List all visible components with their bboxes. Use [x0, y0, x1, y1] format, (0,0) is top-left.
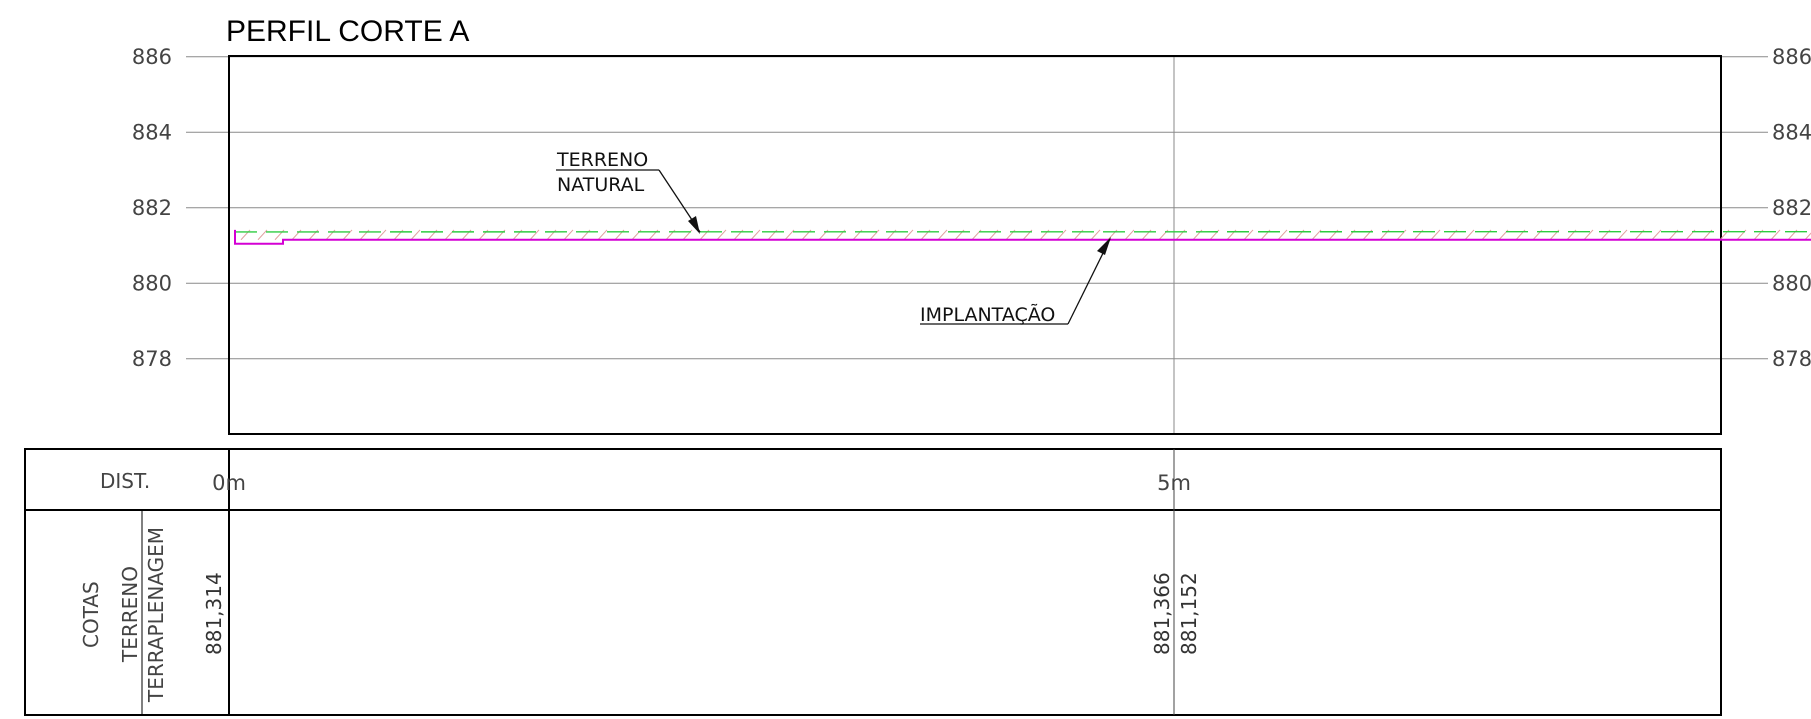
hatch-mark — [869, 229, 880, 241]
hatch-mark — [1464, 229, 1475, 241]
elevation-label-right: 882 — [1772, 196, 1811, 220]
cota-terraplenagem: 881,314 — [202, 572, 226, 655]
elevation-label-right: 878 — [1772, 347, 1811, 371]
profile-table: DIST. COTAS TERRENO TERRAPLENAGEM 0m 881,… — [24, 448, 1722, 716]
implantacao-label: IMPLANTAÇÃO — [920, 303, 1055, 326]
terraplenagem-header: TERRAPLENAGEM — [144, 527, 168, 703]
cotas-header: COTAS — [79, 581, 103, 648]
table-cells: 0m881,3145m881,366881,15210m881,366881,1… — [202, 449, 1201, 715]
elevation-label-right: 880 — [1772, 271, 1811, 295]
elevation-labels: 886 886 884 884 882 882 880 880 878 878 — [132, 45, 1811, 371]
hatch-mark — [1056, 229, 1067, 241]
hatch-mark — [1311, 229, 1322, 241]
terreno-natural-line — [234, 230, 1811, 233]
hatch-mark — [342, 229, 353, 241]
elevation-label-right: 886 — [1772, 45, 1811, 69]
dist-label: 5m — [1157, 471, 1191, 495]
terreno-natural-arrow-icon — [688, 216, 700, 234]
terreno-header: TERRENO — [118, 566, 142, 663]
hatch-mark — [1583, 229, 1594, 241]
hatch-mark — [1651, 229, 1662, 241]
profile-lines — [234, 229, 1811, 245]
profile-frame — [228, 55, 1722, 435]
hatch-mark — [1243, 229, 1254, 241]
elevation-label-left: 886 — [132, 45, 172, 69]
hatch-mark — [750, 229, 761, 241]
hatch-mark — [1770, 229, 1781, 241]
hatch-mark — [1804, 232, 1811, 241]
hatch-mark — [529, 229, 540, 241]
table-frame — [24, 448, 1722, 716]
elevation-label-left: 884 — [132, 120, 172, 144]
hatch-mark — [410, 229, 421, 241]
dist-header: DIST. — [100, 469, 150, 493]
hatch-mark — [1396, 229, 1407, 241]
implantacao-line — [234, 229, 1811, 245]
hatch-mark — [1124, 229, 1135, 241]
hatch-mark — [563, 229, 574, 241]
cota-terraplenagem: 881,152 — [1177, 572, 1201, 655]
implantacao-arrow-icon — [1097, 237, 1111, 255]
hatch-mark — [1430, 229, 1441, 241]
hatch-mark — [1277, 229, 1288, 241]
hatch-mark — [1090, 229, 1101, 241]
drawing-title: PERFIL CORTE A — [226, 15, 469, 48]
hatch-mark — [716, 229, 727, 241]
hatch-mark — [903, 229, 914, 241]
elevation-label-left: 878 — [132, 347, 172, 371]
hatch-mark — [597, 229, 608, 241]
elevation-label-right: 884 — [1772, 120, 1811, 144]
hatch-mark — [376, 229, 387, 241]
hatch-mark — [257, 229, 268, 241]
terreno-natural-callout: TERRENO NATURAL — [556, 149, 701, 234]
profile-grid — [186, 56, 1768, 434]
terreno-natural-label-line2: NATURAL — [557, 174, 645, 196]
elevation-label-left: 880 — [132, 271, 172, 295]
hatch-mark — [784, 229, 795, 241]
elevation-label-left: 882 — [132, 196, 172, 220]
dist-label: 0m — [212, 471, 246, 495]
terreno-natural-label-line1: TERRENO — [556, 149, 648, 171]
implantacao-callout: IMPLANTAÇÃO — [920, 237, 1111, 326]
hatch-mark — [937, 229, 948, 241]
cota-terreno: 881,366 — [1150, 572, 1174, 655]
hatch-mark — [1617, 229, 1628, 241]
